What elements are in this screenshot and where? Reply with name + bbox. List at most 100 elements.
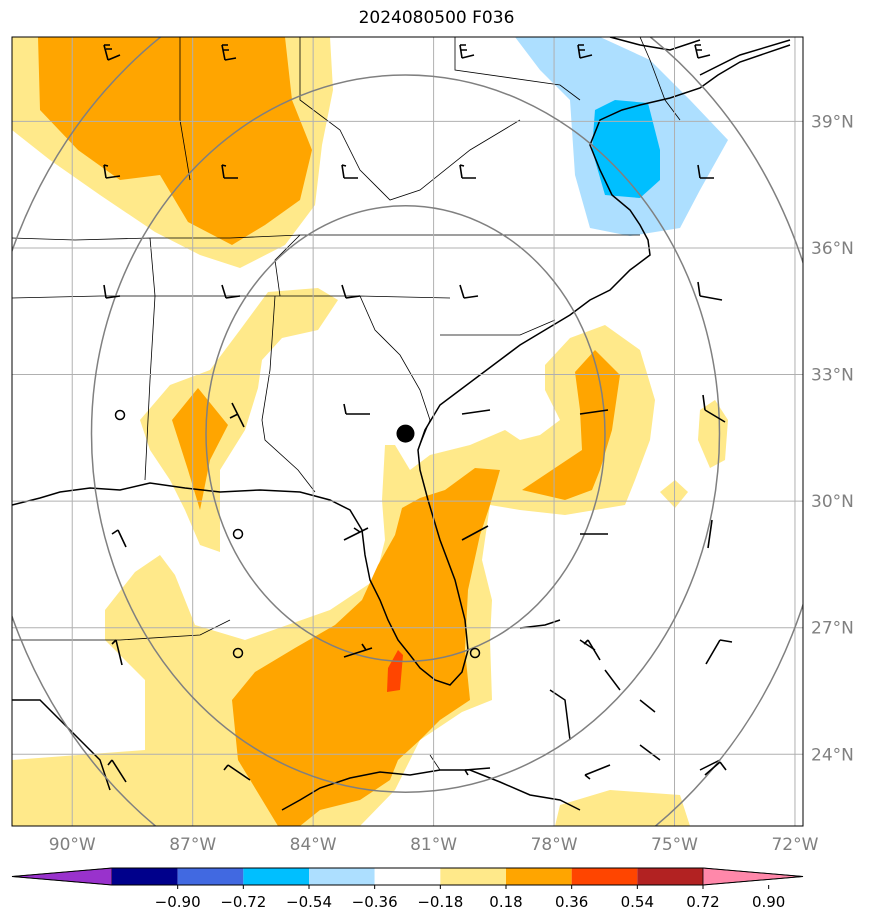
fill-atlantic-orange [522, 350, 620, 500]
wind-barb [705, 639, 733, 665]
colorbar-tick-label: −0.54 [286, 893, 332, 911]
range-ring [205, 205, 606, 663]
colorbar-tick-label: −0.36 [352, 893, 398, 911]
wind-barb [459, 44, 475, 59]
bahamas-islands [519, 619, 721, 771]
us-gulf-coastline [12, 44, 791, 686]
colorbar-tick-label: 0.54 [621, 893, 654, 911]
wind-barb [459, 164, 476, 179]
plot-frame [11, 36, 804, 827]
colorbar-tick-label: −0.90 [155, 893, 201, 911]
colorbar-tick-label: 0.36 [555, 893, 588, 911]
wind-barb [694, 44, 711, 59]
wind-barb [697, 281, 723, 301]
wind-barb [577, 44, 593, 59]
longitude-tick-label: 90°W [49, 835, 96, 855]
wind-barb [461, 525, 489, 541]
longitude-tick-label: 75°W [651, 835, 698, 855]
great-lakes-coast [609, 37, 791, 76]
wind-barb [223, 764, 251, 781]
latitude-tick-labels: 39°N 36°N 33°N 30°N 27°N 24°N [811, 112, 854, 765]
fill-blob-east-2 [660, 480, 688, 508]
fill-blob-east-1 [698, 400, 728, 468]
wind-barb [341, 284, 361, 299]
longitude-tick-label: 84°W [290, 835, 337, 855]
wind-barb [464, 767, 491, 776]
coastline-layer [12, 37, 791, 811]
fill-florida-light-yellow [12, 325, 655, 826]
center-point-marker [396, 424, 415, 443]
wind-barb [221, 44, 237, 61]
wind-barb [341, 164, 358, 179]
wind-barb [229, 402, 245, 428]
latitude-tick-label: 39°N [811, 112, 854, 132]
wind-barb [107, 759, 127, 783]
anomaly-fill-layer [12, 37, 728, 826]
wind-barb [103, 284, 121, 299]
longitude-tick-labels: 90°W 87°W 84°W 81°W 78°W 75°W 72°W [49, 835, 819, 855]
colorbar-segment [177, 868, 244, 885]
fill-florida-orange [232, 468, 500, 826]
calm-wind-circle [232, 647, 244, 659]
wind-barb [697, 164, 714, 179]
wind-barb [111, 639, 123, 666]
fill-central-orange [172, 388, 228, 510]
longitude-tick-label: 72°W [771, 835, 818, 855]
range-rings [12, 37, 803, 826]
wind-barb [221, 284, 241, 299]
wind-barb [579, 409, 609, 415]
wind-barb [221, 164, 238, 179]
calm-markers [114, 409, 481, 659]
colorbar-tick-label: 0.18 [489, 893, 522, 911]
colorbar-tick-label: 0.90 [752, 893, 785, 911]
wind-barb [343, 527, 369, 541]
yucatan-coastline [12, 699, 111, 791]
colorbar: −0.90 −0.72 −0.54 −0.36 −0.18 0.18 0.36 0.54 0.7… [11, 867, 804, 911]
colorbar-segment [571, 868, 638, 885]
map-title: 2024080500 F036 [358, 8, 515, 28]
colorbar-tick-label: −0.18 [417, 893, 463, 911]
latitude-tick-label: 33°N [811, 366, 854, 386]
colorbar-tick-label: −0.72 [220, 893, 266, 911]
wind-barb [461, 409, 491, 415]
wind-barb [111, 529, 127, 548]
fill-south-light-yellow [140, 288, 338, 552]
wind-barb [343, 643, 373, 658]
latitude-tick-label: 30°N [811, 492, 854, 512]
latitude-tick-label: 36°N [811, 239, 854, 259]
colorbar-segment [309, 868, 375, 885]
wind-barb [343, 403, 370, 415]
colorbar-segment [440, 868, 506, 885]
colorbar-tick-label: 0.72 [686, 893, 719, 911]
colorbar-segment [374, 868, 441, 885]
fill-se-light-yellow [555, 790, 690, 826]
colorbar-segment [637, 868, 703, 885]
calm-wind-circle [114, 409, 126, 421]
longitude-tick-label: 78°W [531, 835, 578, 855]
wind-barb [704, 761, 727, 776]
colorbar-segment [112, 868, 178, 885]
calm-wind-circle [232, 528, 244, 540]
gridlines [12, 37, 803, 826]
latitude-tick-label: 27°N [811, 619, 854, 639]
longitude-tick-label: 87°W [169, 835, 216, 855]
fill-ne-deep-blue [592, 100, 660, 198]
colorbar-extend-high [702, 867, 804, 886]
wind-barb [707, 519, 713, 549]
cuba-coastline [281, 769, 581, 811]
colorbar-segment [243, 868, 309, 885]
wind-barb [584, 764, 611, 780]
calm-wind-circle [469, 647, 481, 659]
longitude-tick-label: 81°W [410, 835, 457, 855]
wind-barb-layer [103, 44, 733, 783]
colorbar-extend-low [11, 867, 113, 886]
wind-barb [702, 394, 726, 423]
fill-red-patch [387, 650, 403, 692]
wind-barb [103, 164, 121, 179]
colorbar-segment [506, 868, 572, 885]
wind-barb [103, 44, 121, 61]
wind-barb [583, 639, 601, 661]
wind-barb [459, 284, 479, 299]
range-ring [90, 74, 721, 793]
